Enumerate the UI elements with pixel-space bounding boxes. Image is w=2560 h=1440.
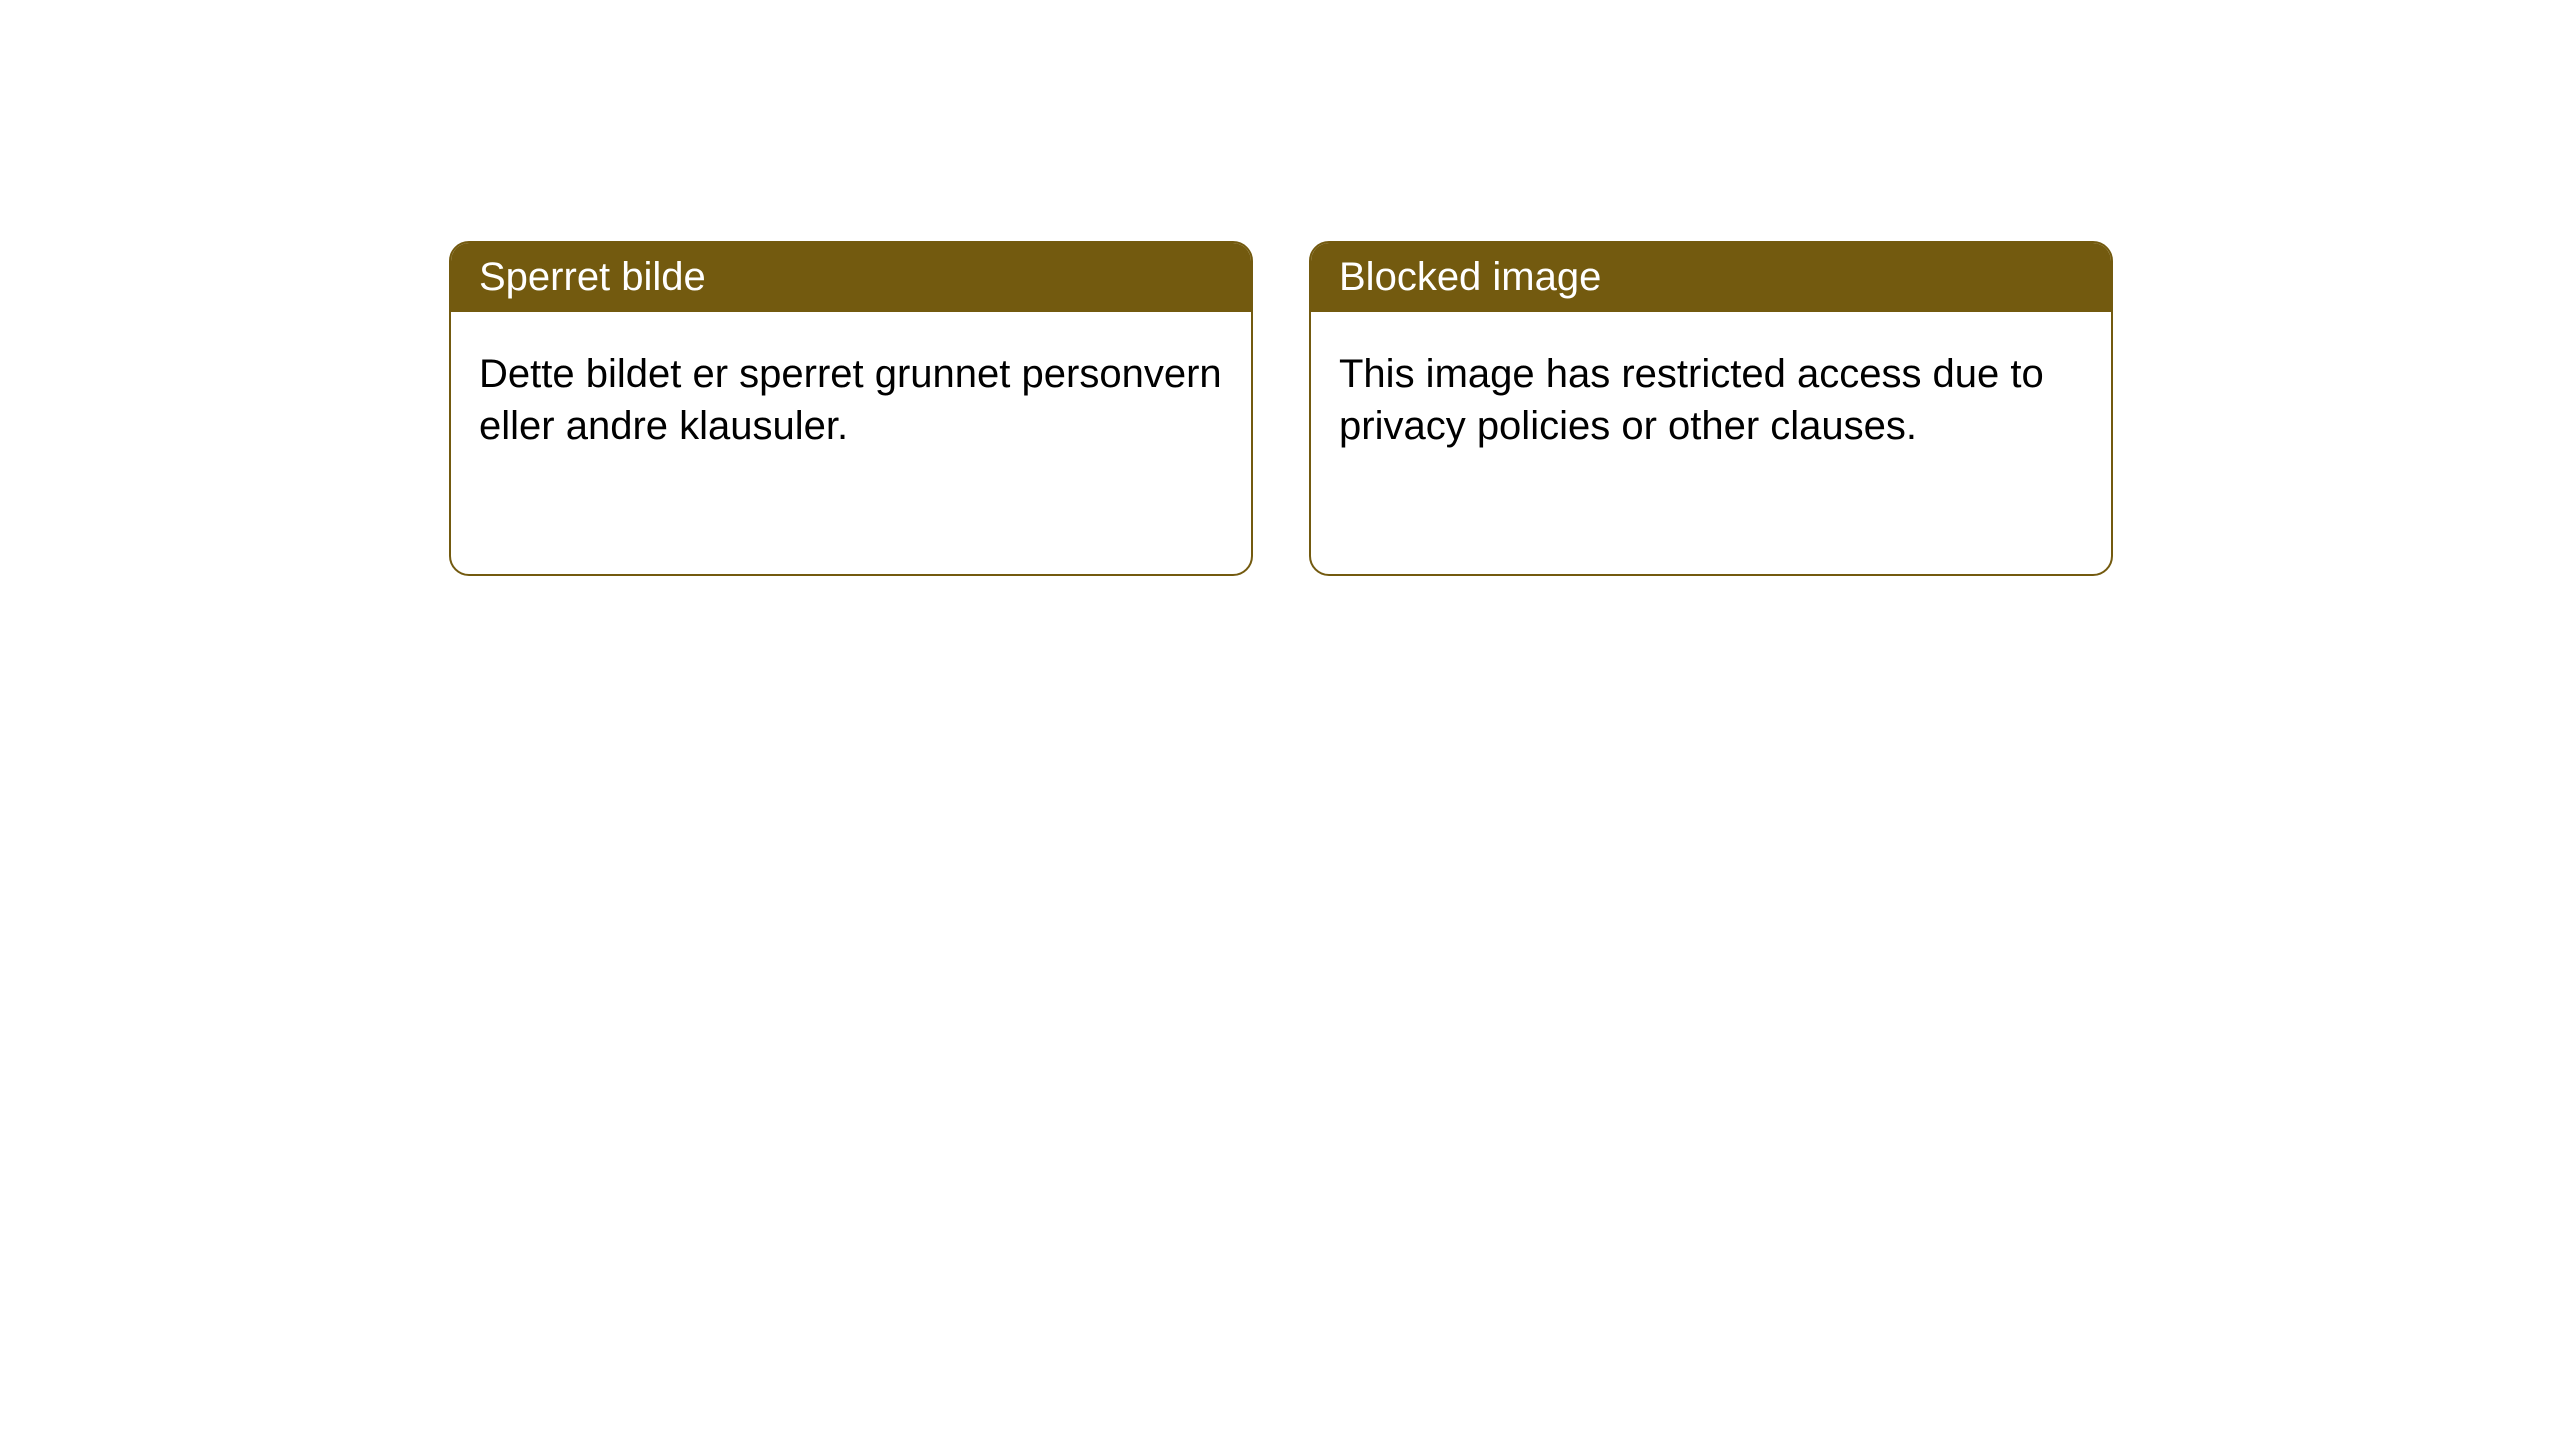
card-body-english: This image has restricted access due to … (1311, 312, 2111, 488)
card-header-english: Blocked image (1311, 243, 2111, 312)
notice-container: Sperret bilde Dette bildet er sperret gr… (449, 241, 2113, 576)
notice-card-norwegian: Sperret bilde Dette bildet er sperret gr… (449, 241, 1253, 576)
notice-card-english: Blocked image This image has restricted … (1309, 241, 2113, 576)
card-header-norwegian: Sperret bilde (451, 243, 1251, 312)
card-body-norwegian: Dette bildet er sperret grunnet personve… (451, 312, 1251, 488)
